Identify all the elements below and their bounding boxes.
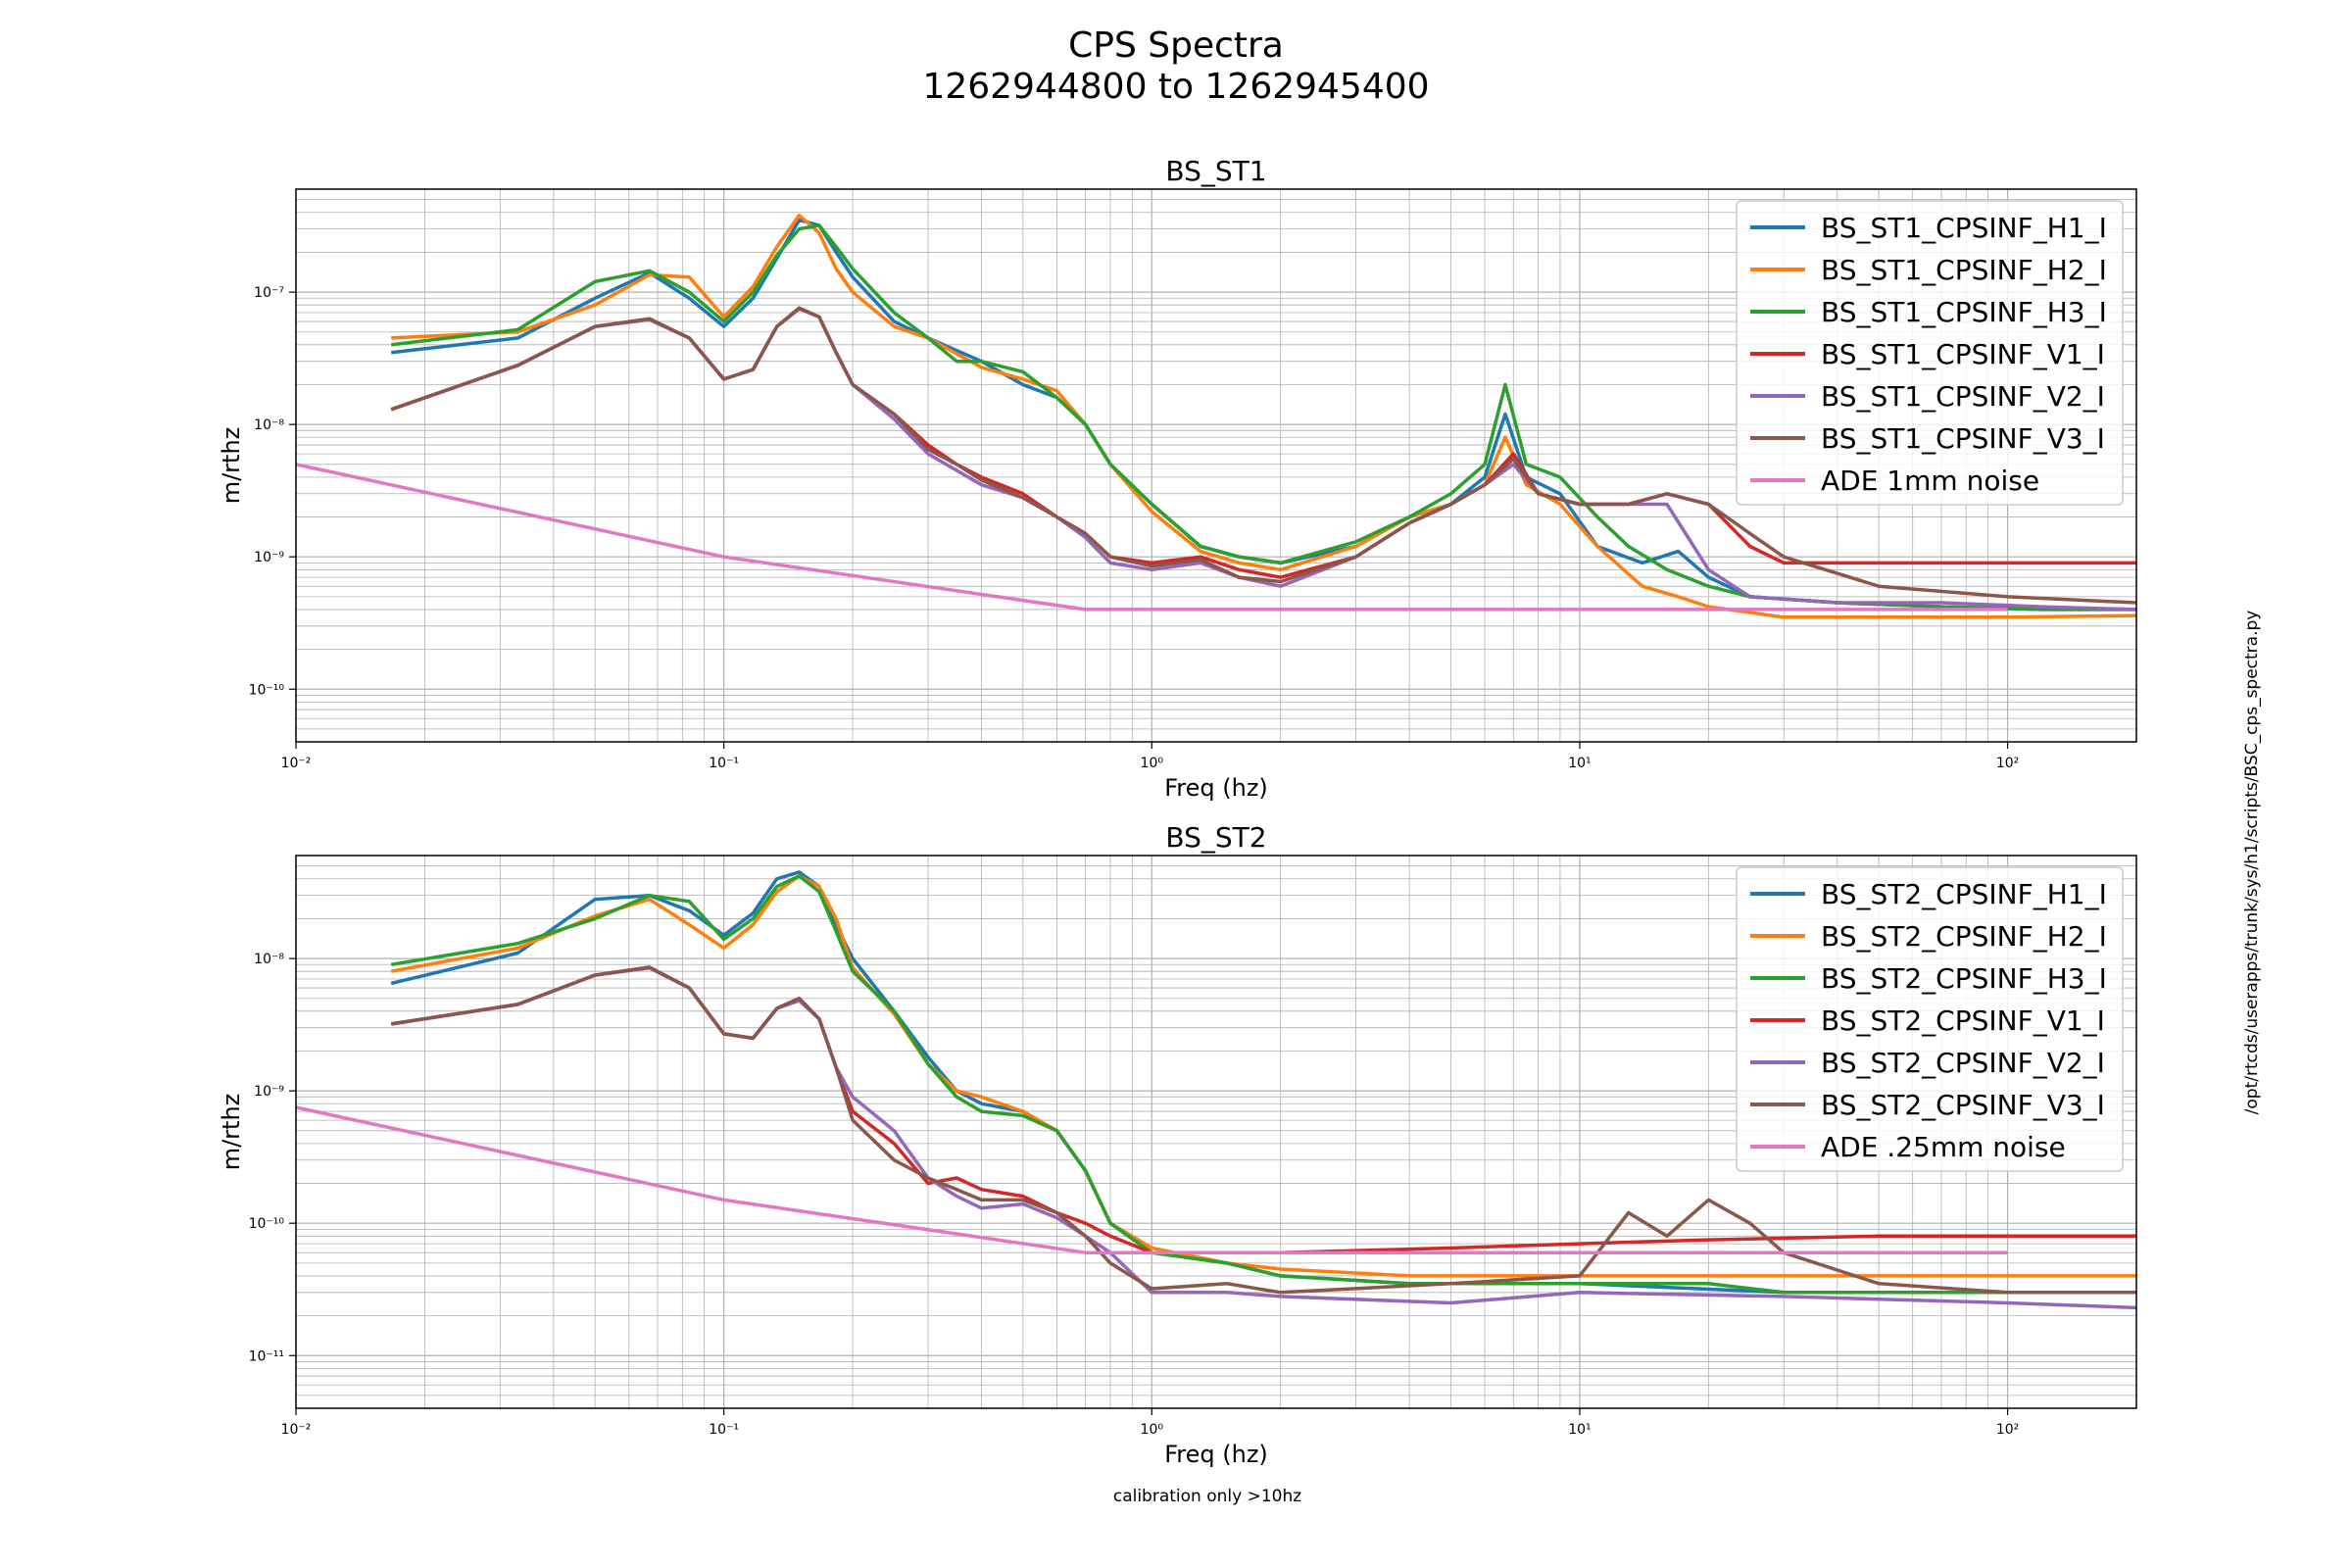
legend-label: BS_ST1_CPSINF_V3_I <box>1821 422 2105 455</box>
x-tick-label: 10¹ <box>1568 1422 1591 1438</box>
legend-box <box>1736 866 2124 1172</box>
y-tick-label: 10⁻⁸ <box>254 952 284 967</box>
x-axis-label: Freq (hz) <box>1164 1441 1268 1468</box>
x-tick-label: 10⁻² <box>281 1422 312 1438</box>
legend-label: BS_ST1_CPSINF_H2_I <box>1821 254 2107 286</box>
legend: BS_ST1_CPSINF_H1_I BS_ST1_CPSINF_H2_I BS_S… <box>1736 200 2124 506</box>
legend-label: BS_ST2_CPSINF_V2_I <box>1821 1047 2105 1079</box>
calibration-note: calibration only >10hz <box>1113 1487 1301 1506</box>
y-axis-label: m/rthz <box>218 427 245 505</box>
plot-bs-st1: 10⁻² 10⁻¹ 10⁰ 10¹ 10² 10⁻¹⁰ 10⁻⁹ 10⁻⁸ 10⁻⁷ BS_ST1… <box>218 155 2137 802</box>
legend-label: BS_ST1_CPSINF_H1_I <box>1821 212 2107 244</box>
x-tick-label: 10⁰ <box>1141 756 1164 771</box>
x-tick-label: 10⁰ <box>1141 1422 1164 1438</box>
subplot-title: BS_ST2 <box>1165 821 1266 854</box>
series-line-bs-st1-cpsinf-v3-i <box>390 306 2136 605</box>
plot-frame <box>295 855 2137 1409</box>
series-line-bs-st1-cpsinf-h3-i <box>390 223 2136 612</box>
y-tick-label: 10⁻¹⁰ <box>249 1216 285 1232</box>
legend-label: BS_ST2_CPSINF_H3_I <box>1821 962 2107 995</box>
subplot-title: BS_ST1 <box>1165 155 1266 187</box>
series-group <box>296 870 2136 1310</box>
y-tick-label: 10⁻⁹ <box>254 550 284 565</box>
y-tick-label: 10⁻⁸ <box>254 417 284 433</box>
legend-label: ADE 1mm noise <box>1821 465 2039 497</box>
series-line-ade-25mm-noise <box>296 1105 2008 1254</box>
script-path-label: /opt/rtcds/userapps/trunk/sys/h1/scripts… <box>2242 611 2262 1115</box>
y-tick-label: 10⁻⁷ <box>254 285 284 301</box>
y-axis-label: m/rthz <box>218 1094 245 1171</box>
legend-label: BS_ST2_CPSINF_V1_I <box>1821 1004 2105 1037</box>
x-tick-label: 10⁻² <box>281 756 312 771</box>
x-tick-label: 10⁻¹ <box>709 1422 739 1438</box>
series-line-bs-st2-cpsinf-v3-i <box>390 965 2136 1295</box>
x-axis-label: Freq (hz) <box>1164 774 1268 802</box>
series-line-bs-st1-cpsinf-h2-i <box>391 214 2136 619</box>
figure-title-line1: CPS Spectra <box>1068 25 1284 66</box>
plot-frame <box>295 188 2137 743</box>
legend-label: BS_ST1_CPSINF_V2_I <box>1821 380 2105 413</box>
legend-label: BS_ST2_CPSINF_H2_I <box>1821 920 2107 953</box>
legend-label: BS_ST2_CPSINF_H1_I <box>1821 878 2107 910</box>
y-tick-label: 10⁻¹¹ <box>249 1348 284 1364</box>
x-tick-label: 10² <box>1996 1422 2019 1438</box>
legend-label: BS_ST2_CPSINF_V3_I <box>1821 1089 2105 1121</box>
series-line-ade-1mm-noise <box>296 463 2008 612</box>
x-tick-label: 10⁻¹ <box>709 756 739 771</box>
x-tick-label: 10¹ <box>1568 756 1591 771</box>
legend: BS_ST2_CPSINF_H1_I BS_ST2_CPSINF_H2_I BS_S… <box>1736 866 2124 1172</box>
legend-box <box>1736 200 2124 506</box>
series-group <box>296 214 2136 619</box>
legend-label: BS_ST1_CPSINF_H3_I <box>1821 296 2107 328</box>
legend-label: ADE .25mm noise <box>1821 1131 2066 1163</box>
x-tick-label: 10² <box>1996 756 2019 771</box>
figure-title-line2: 1262944800 to 1262945400 <box>922 67 1429 107</box>
series-line-bs-st2-cpsinf-h2-i <box>390 874 2136 1278</box>
plot-bs-st2: 10⁻² 10⁻¹ 10⁰ 10¹ 10² 10⁻¹¹ 10⁻¹⁰ 10⁻⁹ 10⁻⁸ BS_ST… <box>218 821 2137 1468</box>
y-tick-label: 10⁻¹⁰ <box>249 682 285 698</box>
legend-label: BS_ST1_CPSINF_V1_I <box>1821 338 2105 370</box>
y-tick-label: 10⁻⁹ <box>254 1084 284 1100</box>
